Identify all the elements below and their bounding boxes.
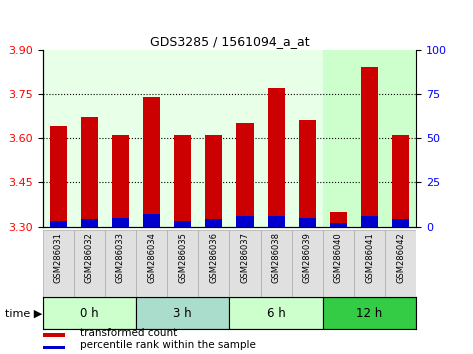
Text: GSM286039: GSM286039 [303,233,312,283]
Bar [292,50,323,227]
Bar [205,219,222,227]
Bar [43,50,74,227]
Bar [354,230,385,308]
Bar [205,135,222,227]
Bar [143,97,160,227]
Bar [323,297,416,329]
Bar [261,230,292,308]
Bar [330,223,347,227]
Bar [50,126,67,227]
Text: time ▶: time ▶ [5,308,42,318]
Bar [229,297,323,329]
Bar [81,118,98,227]
Bar [323,50,354,227]
Bar [167,50,198,227]
Text: GSM286038: GSM286038 [272,233,280,284]
Bar [361,216,378,227]
Bar [43,230,74,308]
Text: GSM286036: GSM286036 [210,233,219,284]
Bar [136,297,229,329]
Bar [392,135,409,227]
Bar [292,230,323,308]
Text: GSM286033: GSM286033 [116,233,125,284]
Title: GDS3285 / 1561094_a_at: GDS3285 / 1561094_a_at [149,35,309,48]
Bar [361,67,378,227]
Bar [174,135,191,227]
Text: 6 h: 6 h [267,307,286,320]
Bar [105,230,136,308]
Text: 0 h: 0 h [80,307,98,320]
Bar [136,50,167,227]
Text: percentile rank within the sample: percentile rank within the sample [80,340,256,350]
Text: GSM286031: GSM286031 [53,233,62,283]
Text: GSM286040: GSM286040 [334,233,343,283]
Text: transformed count: transformed count [80,327,177,338]
Bar [198,50,229,227]
Bar [112,135,129,227]
Text: GSM286035: GSM286035 [178,233,187,283]
Text: GSM286032: GSM286032 [85,233,94,283]
Bar [74,50,105,227]
Bar [43,333,65,337]
Bar [74,230,105,308]
Bar [229,50,261,227]
Bar [385,50,416,227]
Bar [330,212,347,227]
Bar [354,50,385,227]
Bar [50,221,67,227]
Bar [105,50,136,227]
Text: GSM286041: GSM286041 [365,233,374,283]
Bar [174,221,191,227]
Bar [236,123,254,227]
Bar [323,230,354,308]
Text: 12 h: 12 h [357,307,383,320]
Bar [268,216,285,227]
Bar [261,50,292,227]
Bar [298,218,316,227]
Bar [268,88,285,227]
Text: 3 h: 3 h [174,307,192,320]
Text: GSM286042: GSM286042 [396,233,405,283]
Bar [43,346,65,349]
Bar [43,297,136,329]
Text: GSM286037: GSM286037 [240,233,249,284]
Bar [298,120,316,227]
Bar [81,219,98,227]
Bar [392,219,409,227]
Bar [385,230,416,308]
Text: GSM286034: GSM286034 [147,233,156,283]
Bar [167,230,198,308]
Bar [143,214,160,227]
Bar [198,230,229,308]
Bar [136,230,167,308]
Bar [112,218,129,227]
Bar [229,230,261,308]
Bar [236,216,254,227]
